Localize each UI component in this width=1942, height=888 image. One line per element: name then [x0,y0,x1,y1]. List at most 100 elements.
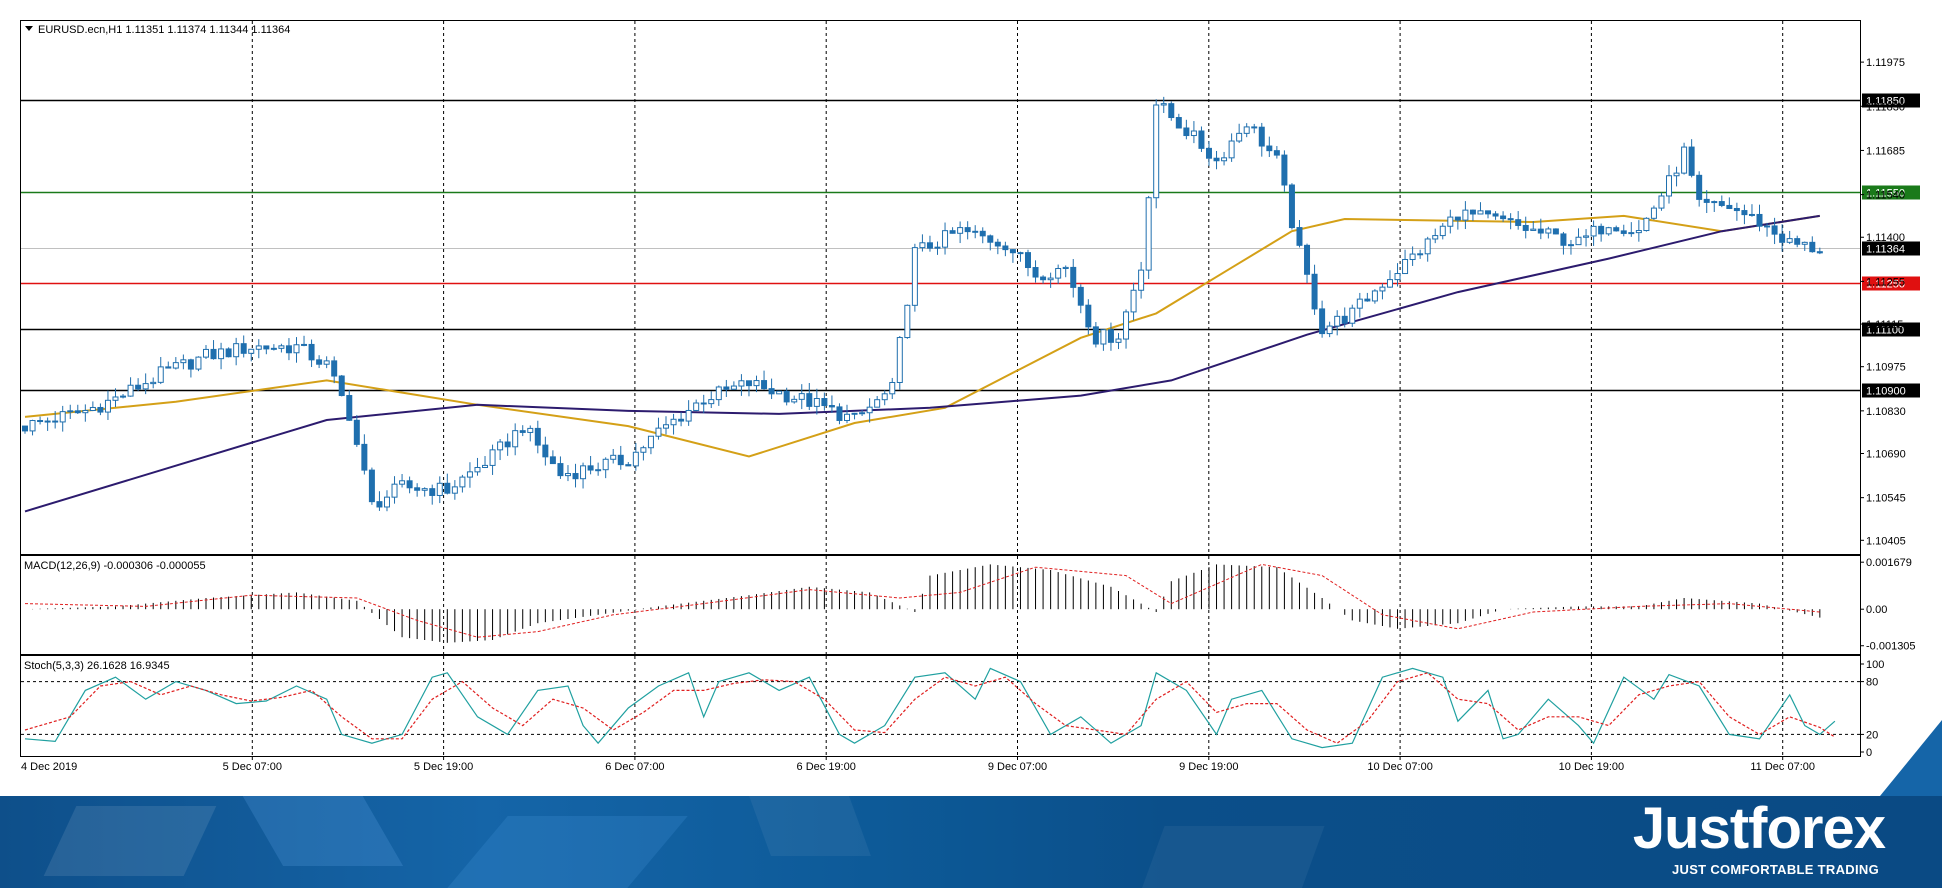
candle-body [542,444,549,458]
candle-body [150,381,157,385]
candle-body [1620,230,1627,234]
candle-body [791,398,798,403]
candle-body [1809,241,1816,253]
candle-body [1741,210,1748,216]
candle-body [874,399,881,408]
candle-body [1733,207,1740,212]
candle-body [157,366,164,383]
candle-body [195,356,202,370]
candle-body [1258,126,1265,147]
candle-body [534,427,541,446]
candle-body [1650,207,1657,219]
price-level-tag [1862,322,1920,337]
decor-shard [432,816,688,888]
candle-body [979,230,986,237]
candle-body [489,449,496,466]
candle-body [1545,228,1552,234]
price-tick-label: 1.11830 [1866,101,1905,113]
time-tick-label: 5 Dec 19:00 [414,761,473,773]
price-level-label: 1.11250 [1866,279,1905,291]
candle-body [745,380,752,387]
candle-body [202,348,209,358]
candle-body [1251,126,1258,129]
time-tick-label: 6 Dec 19:00 [797,761,856,773]
candle-body [776,390,783,395]
candle-body [1801,241,1808,245]
candle-body [1613,227,1620,232]
candlesticks [22,96,1823,512]
candle-body [225,348,232,358]
candle-body [549,456,556,465]
candle-body [602,458,609,471]
candle-body [1816,251,1823,254]
candle-body [459,476,466,488]
candle-body [482,464,489,468]
candle-body [1748,213,1755,216]
candle-body [1160,103,1167,106]
candle-body [798,393,805,400]
candle-body [700,402,707,405]
candle-body [1138,269,1145,291]
candle-body [1462,209,1469,221]
candle-body [1658,195,1665,209]
candle-body [59,411,66,423]
candle-body [1349,307,1356,324]
candle-body [761,380,768,390]
price-levels: 1.11850 1.11550 1.11364 1.11250 1.11100 1.109… [21,93,1920,398]
candle-body [889,381,896,395]
candle-body [1092,326,1099,345]
price-tick-label: 1.11540 [1866,190,1905,202]
candle-body [519,430,526,433]
candle-body [670,418,677,426]
candle-body [1047,277,1054,281]
candle-body [1228,140,1235,159]
candle-body [844,413,851,421]
candle-body [406,480,413,489]
candle-body [278,345,285,349]
candle-body [436,482,443,496]
candle-body [1123,311,1130,340]
candle-body [1364,298,1371,302]
candle-body [1598,225,1605,235]
candle-body [1145,197,1152,271]
footer-banner [0,796,1942,888]
candle-body [1107,329,1114,343]
price-tick-label: 1.11400 [1866,232,1905,244]
candle-body [708,399,715,405]
candle-body [1726,204,1733,209]
price-level-tag [1862,276,1920,291]
candle-body [1190,130,1197,137]
candle-body [821,398,828,407]
candle-body [1560,233,1567,246]
price-tick-label: 1.10545 [1866,493,1906,505]
stoch-pane [20,655,1861,757]
collapse-triangle-icon[interactable] [25,26,33,31]
candle-body [1032,267,1039,278]
candle-body [1371,290,1378,302]
candle-body [685,409,692,422]
candle-body [1213,157,1220,162]
candle-body [1024,252,1031,269]
candle-body [972,230,979,233]
candle-body [97,406,104,413]
candle-body [1326,325,1333,335]
macd-tick-label: -0.001305 [1866,641,1916,653]
price-level-label: 1.11550 [1866,188,1905,200]
candle-body [934,246,941,249]
candle-body [587,465,594,471]
candle-body [142,383,149,390]
candle-body [1394,273,1401,281]
candle-body [527,427,534,433]
stoch-tick-label: 100 [1866,659,1884,671]
price-level-tag [1862,93,1920,108]
candle-body [1198,130,1205,149]
candle-body [595,469,602,472]
candle-body [270,347,277,350]
macd-tick-label: 0.001679 [1866,557,1912,569]
time-axis: 4 Dec 2019 5 Dec 07:00 5 Dec 19:00 6 Dec 07… [21,756,1942,773]
candle-body [1492,213,1499,217]
candle-body [29,420,36,432]
stoch-header: Stoch(5,3,3) 26.1628 16.9345 [24,660,170,672]
candle-body [647,435,654,449]
candle-body [617,454,624,466]
